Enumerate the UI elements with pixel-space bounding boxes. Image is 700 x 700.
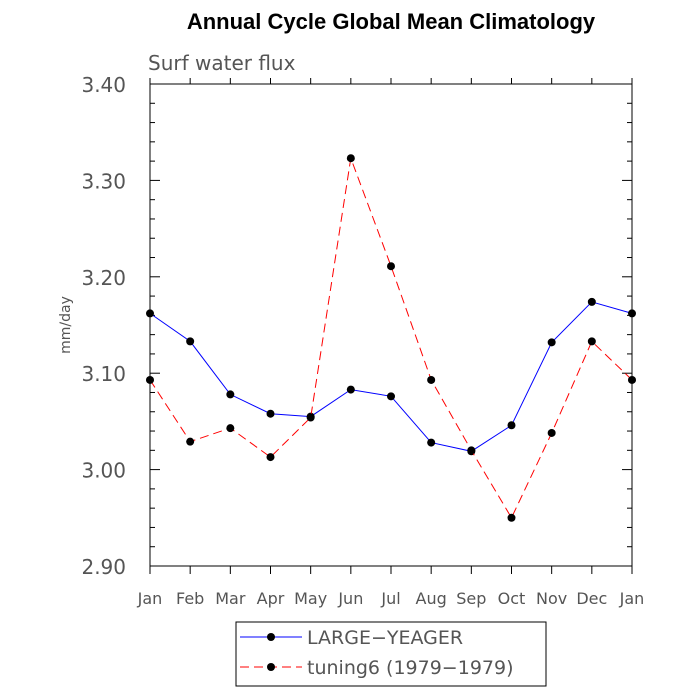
legend-marker-large-yeager <box>267 633 275 641</box>
y-tick-label: 3.10 <box>81 362 126 386</box>
data-point <box>547 338 556 347</box>
x-tick-label: Sep <box>456 589 486 608</box>
data-point <box>306 413 315 422</box>
y-tick-label: 2.90 <box>81 555 126 579</box>
x-tick-label: Jun <box>337 589 363 608</box>
axis-ticks <box>149 78 633 574</box>
data-point <box>226 424 235 433</box>
x-tick-label: May <box>294 589 327 608</box>
legend: LARGE−YEAGER tuning6 (1979−1979) <box>235 621 547 687</box>
y-tick-label: 3.20 <box>81 266 126 290</box>
plot-frame <box>149 83 633 567</box>
data-point <box>587 297 596 306</box>
data-point <box>387 262 395 271</box>
x-tick-label: Jan <box>619 589 645 608</box>
x-tick-label: Oct <box>498 589 526 608</box>
legend-label-large-yeager: LARGE−YEAGER <box>307 627 463 649</box>
data-point <box>346 385 355 394</box>
data-point <box>146 309 154 318</box>
data-point <box>146 375 154 384</box>
y-axis-label: mm/day <box>58 296 74 354</box>
y-tick-label: 3.00 <box>81 459 126 483</box>
data-point <box>587 337 596 346</box>
x-tick-label: Mar <box>215 589 246 608</box>
data-point <box>346 154 355 163</box>
data-point <box>507 513 516 522</box>
series-line <box>149 301 633 452</box>
series-line <box>149 156 633 519</box>
x-tick-label: Feb <box>176 589 204 608</box>
data-point <box>387 392 395 401</box>
data-point <box>266 453 275 462</box>
x-tick-label: Aug <box>416 589 447 608</box>
x-tick-labels: Jan Feb Mar Apr May Jun Jul Aug Sep Oct Nov Dec Jan <box>137 589 645 608</box>
x-tick-label: Nov <box>536 589 567 608</box>
legend-label-tuning6: tuning6 (1979−1979) <box>307 657 514 679</box>
y-tick-label: 3.30 <box>81 169 126 193</box>
x-tick-label: Dec <box>576 589 607 608</box>
data-point <box>266 409 275 418</box>
y-tick-labels: 2.90 3.00 3.10 3.20 3.30 3.40 <box>81 73 126 579</box>
data-point <box>507 421 516 430</box>
data-point <box>186 437 195 446</box>
series-layer <box>146 154 636 522</box>
data-point <box>427 438 436 447</box>
series-1 <box>146 154 636 522</box>
series-0 <box>146 297 636 456</box>
data-point <box>628 309 636 318</box>
legend-marker-tuning6 <box>267 663 275 671</box>
x-tick-label: Jul <box>380 589 400 608</box>
x-tick-label: Apr <box>257 589 285 608</box>
data-point <box>186 337 195 346</box>
data-point <box>226 390 235 399</box>
data-point <box>427 375 436 384</box>
data-point <box>547 428 556 437</box>
y-tick-label: 3.40 <box>81 73 126 97</box>
data-point <box>467 446 476 455</box>
chart-title: Annual Cycle Global Mean Climatology <box>186 9 596 34</box>
chart-subtitle: Surf water flux <box>148 51 296 75</box>
x-tick-label: Jan <box>137 589 163 608</box>
data-point <box>628 375 636 384</box>
legend-box <box>235 621 547 687</box>
